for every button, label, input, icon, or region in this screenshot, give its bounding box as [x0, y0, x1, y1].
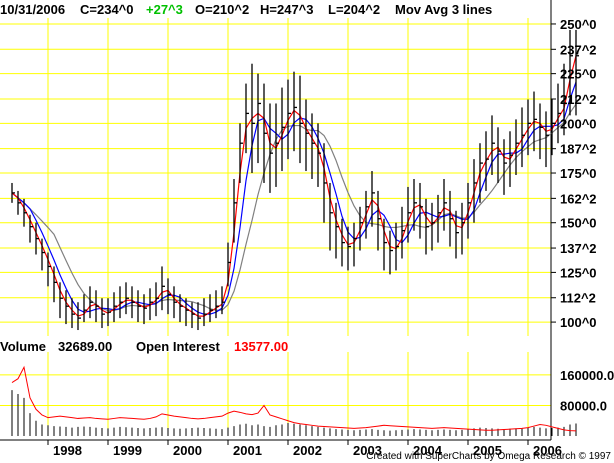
volume-value: 32689.00: [58, 339, 112, 354]
header-close: C=234^0: [80, 2, 134, 17]
year-tick-label: 1998: [53, 443, 82, 458]
price-tick-label: 112^2: [560, 291, 596, 306]
year-tick-label: 2001: [233, 443, 262, 458]
year-tick-label: 2000: [173, 443, 202, 458]
year-tick-label: 2002: [293, 443, 322, 458]
price-tick-label: 175^0: [560, 166, 597, 181]
year-axis-labels: 1998 1999 2000 2001 2002 2003 2004 2005 2006: [47, 440, 562, 458]
header-indicator: Mov Avg 3 lines: [395, 2, 492, 17]
footer-credit: Created with SuperCharts by Omega Resear…: [366, 451, 611, 462]
open-interest-line: [11, 365, 577, 432]
year-tick-label: 2005: [473, 443, 502, 458]
header-high: H=247^3: [260, 2, 314, 17]
price-tick-label: 212^2: [560, 92, 597, 107]
volume-tick-label: 160000.0: [560, 368, 614, 383]
header-low: L=204^2: [328, 2, 380, 17]
year-tick-label: 2004: [413, 443, 443, 458]
volume-bars: [11, 390, 577, 436]
price-tick-label: 125^0: [560, 265, 597, 280]
price-tick-label: 150^0: [560, 216, 597, 231]
volume-tick-label: 80000.0: [560, 398, 607, 413]
open-interest-series: [11, 365, 577, 432]
price-tick-label: 200^0: [560, 116, 597, 131]
price-tick-label: 137^2: [560, 241, 597, 256]
price-tick-label: 237^2: [560, 42, 597, 57]
header-change: +27^3: [146, 2, 183, 17]
year-tick-label: 2003: [353, 443, 382, 458]
volume-axis-labels: 160000.0 80000.0: [560, 368, 614, 414]
price-tick-label: 100^0: [560, 315, 597, 330]
year-tick-label: 1999: [113, 443, 142, 458]
header-date: 10/31/2006: [0, 2, 65, 17]
header-open: O=210^2: [195, 2, 249, 17]
price-tick-label: 225^0: [560, 67, 597, 82]
open-interest-label: Open Interest: [136, 339, 220, 354]
volume-label: Volume: [0, 339, 46, 354]
open-interest-value: 13577.00: [234, 339, 288, 354]
price-tick-label: 187^2: [560, 142, 597, 157]
price-tick-label: 162^2: [560, 191, 597, 206]
year-tick-label: 2006: [533, 443, 562, 458]
price-axis-labels: 250^0 237^2 225^0 212^2 200^0 187^2 175^0 162^2…: [551, 17, 597, 330]
price-bars: [11, 29, 579, 331]
price-tick-label: 250^0: [560, 17, 597, 32]
